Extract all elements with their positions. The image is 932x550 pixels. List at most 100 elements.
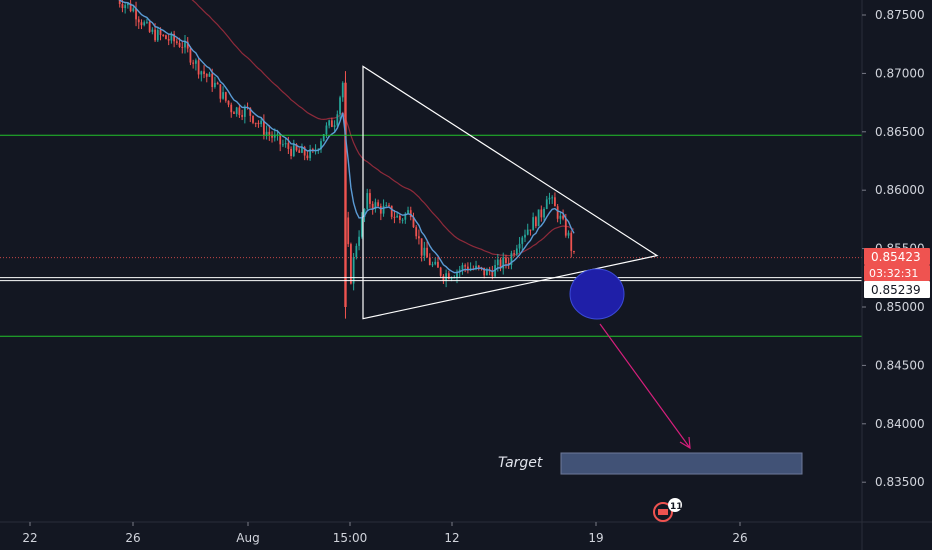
target-zone-box (560, 452, 803, 475)
candle-body (173, 33, 176, 42)
candle-body (148, 21, 151, 32)
candle-body (192, 62, 195, 64)
candle-body (393, 216, 396, 218)
candle-body (301, 147, 303, 153)
candle-body (243, 107, 246, 117)
candle-body (298, 150, 301, 153)
candle-body (197, 60, 200, 75)
candle-body (140, 22, 143, 26)
candle-body (222, 92, 224, 99)
candle-body (352, 257, 355, 284)
candle-body (534, 217, 537, 227)
time-tick-label: Aug (236, 531, 259, 545)
candle-body (447, 273, 450, 279)
candle-body (154, 29, 156, 41)
candle-body (518, 243, 521, 249)
candle-body (189, 48, 192, 63)
candle-body (496, 259, 499, 266)
candle-body (260, 120, 263, 125)
candle-body (428, 257, 431, 265)
candle-body (431, 264, 434, 266)
candle-body (282, 144, 284, 146)
candle-body (377, 202, 380, 207)
candle-body (186, 41, 189, 49)
events-badge[interactable]: 11 (653, 498, 683, 522)
candle-body (325, 125, 328, 135)
candle-body (515, 248, 518, 255)
candle-body (350, 244, 352, 284)
candle-body (491, 271, 494, 277)
candle-body (439, 267, 442, 276)
candle-body (412, 217, 415, 228)
price-tick-label: 0.83500 (875, 475, 925, 489)
candle-body (363, 209, 366, 218)
candle-body (219, 84, 222, 99)
candle-body (355, 245, 358, 258)
breakdown-candle-body (344, 82, 347, 307)
candle-body (235, 107, 238, 114)
candle-body (124, 5, 127, 9)
last-price-label: 0.85423 (864, 248, 930, 265)
candle-body (341, 82, 344, 98)
candle-body (434, 261, 437, 265)
candle-body (230, 104, 233, 113)
support-price-label: 0.85239 (864, 281, 930, 298)
price-tick-label: 0.86500 (875, 125, 925, 139)
candle-body (330, 120, 333, 127)
price-tick-label: 0.86000 (875, 183, 925, 197)
time-tick-label: 26 (732, 531, 747, 545)
ema-fast-line (118, 0, 575, 274)
candle-body (564, 218, 567, 236)
candle-body (524, 234, 526, 238)
candle-body (257, 122, 260, 125)
candle-body (249, 107, 252, 116)
candle-body (328, 120, 331, 126)
price-tick-label: 0.85000 (875, 300, 925, 314)
candle-body (369, 193, 371, 204)
badge-count: 11 (670, 502, 683, 512)
candle-body (562, 215, 564, 219)
candle-body (418, 236, 420, 239)
support-price-value: 0.85239 (871, 283, 921, 297)
last-price-value: 0.85423 (871, 250, 921, 264)
candle-body (333, 125, 336, 127)
candle-body (466, 266, 469, 271)
badge-count-bubble (668, 498, 682, 512)
triangle-pattern (362, 65, 659, 320)
candle-body (170, 33, 173, 41)
candle-body (200, 71, 203, 75)
price-tick-label: 0.84500 (875, 358, 925, 372)
candle-body (132, 8, 135, 12)
candle-body (374, 202, 377, 209)
time-axis[interactable]: 22 26 Aug 15:00 12 19 26 (22, 522, 748, 545)
candle-body (292, 144, 295, 156)
candle-body (545, 199, 548, 209)
time-tick-label: 12 (444, 531, 459, 545)
candle-body (306, 155, 309, 159)
time-tick-label: 26 (125, 531, 140, 545)
candle-body (276, 134, 279, 136)
candle-body (336, 114, 339, 126)
candle-body (303, 147, 306, 156)
candle-body (205, 74, 208, 77)
candle-body (423, 247, 426, 256)
candle-body (178, 42, 181, 47)
candle-body (137, 19, 140, 23)
candle-body (507, 262, 510, 265)
candle-body (529, 229, 532, 231)
target-label: Target (498, 455, 543, 471)
candle-body (287, 143, 290, 149)
price-tick-label: 0.87000 (875, 66, 925, 80)
candle-body (407, 210, 409, 214)
candle-body (320, 141, 322, 150)
candle-body (159, 30, 162, 35)
horizontal-levels (0, 134, 862, 337)
candle-body (543, 208, 545, 218)
price-axis[interactable]: 0.875000.870000.865000.860000.855000.850… (862, 8, 925, 489)
ema-fast-path (118, 0, 575, 274)
candle-body (573, 250, 575, 252)
candle-body (437, 261, 439, 268)
candle-body (554, 197, 556, 207)
candle-body (409, 210, 412, 218)
